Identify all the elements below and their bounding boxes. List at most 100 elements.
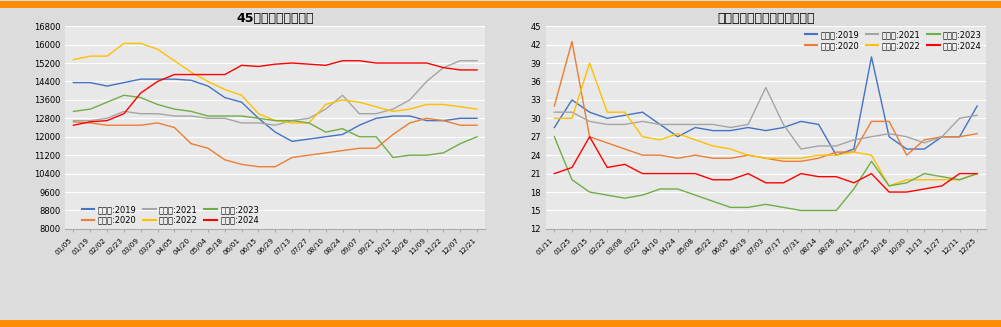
求和须:2022 [202, 79, 214, 83]
求和须:2023 [387, 156, 399, 160]
求和须:2024 [235, 63, 247, 67]
Legend: 求和须:2019, 求和须:2020, 求和须:2021, 求和须:2022, 求和须:2023, 求和须:2024: 求和须:2019, 求和须:2020, 求和须:2021, 求和须:2022, … [805, 30, 982, 50]
求和须:2019 [353, 123, 365, 127]
求和须:2019 [584, 110, 596, 114]
求和须:2023 [185, 110, 197, 113]
Line: 求和须:2021: 求和须:2021 [555, 88, 977, 149]
求和须:2020 [454, 123, 466, 127]
求和须:2024 [471, 68, 483, 72]
求和须:2021 [403, 98, 415, 102]
求和须:2020 [420, 116, 432, 120]
求和须:2023 [202, 114, 214, 118]
求和须:2022 [151, 47, 163, 51]
求和须:2023 [654, 187, 666, 191]
求和须:2020 [387, 132, 399, 136]
求和须:2023 [151, 103, 163, 107]
求和须:2022 [303, 121, 315, 125]
求和须:2021 [269, 123, 281, 127]
求和须:2022 [437, 103, 449, 107]
求和须:2021 [566, 110, 578, 114]
求和须:2019 [454, 116, 466, 120]
求和须:2023 [742, 205, 754, 209]
求和须:2022 [286, 121, 298, 125]
求和须:2022 [954, 178, 966, 182]
求和须:2022 [672, 132, 684, 136]
求和须:2020 [637, 153, 649, 157]
求和须:2020 [690, 153, 702, 157]
求和须:2019 [135, 77, 147, 81]
求和须:2020 [202, 146, 214, 150]
求和须:2023 [690, 193, 702, 197]
Legend: 求和须:2019, 求和须:2020, 求和须:2021, 求和须:2022, 求和须:2023, 求和须:2024: 求和须:2019, 求和须:2020, 求和须:2021, 求和须:2022, … [82, 205, 259, 225]
求和须:2019 [269, 130, 281, 134]
求和须:2019 [319, 135, 331, 139]
求和须:2021 [387, 107, 399, 111]
求和须:2020 [471, 123, 483, 127]
求和须:2024 [303, 62, 315, 66]
求和须:2019 [637, 110, 649, 114]
求和须:2020 [303, 153, 315, 157]
求和须:2024 [135, 91, 147, 95]
求和须:2022 [549, 116, 561, 120]
求和须:2024 [584, 135, 596, 139]
求和须:2022 [760, 156, 772, 160]
求和须:2019 [848, 147, 860, 151]
求和须:2020 [135, 123, 147, 127]
求和须:2023 [67, 110, 79, 113]
求和须:2023 [549, 135, 561, 139]
求和须:2022 [830, 153, 842, 157]
求和须:2024 [707, 178, 719, 182]
求和须:2020 [760, 156, 772, 160]
Line: 求和须:2024: 求和须:2024 [555, 137, 977, 192]
求和须:2019 [101, 84, 113, 88]
求和须:2021 [954, 116, 966, 120]
求和须:2021 [185, 114, 197, 118]
求和须:2021 [118, 110, 130, 113]
求和须:2022 [936, 178, 948, 182]
求和须:2021 [235, 121, 247, 125]
求和须:2021 [707, 123, 719, 127]
求和须:2024 [403, 61, 415, 65]
求和须:2021 [778, 123, 790, 127]
求和须:2023 [584, 190, 596, 194]
Line: 求和须:2019: 求和须:2019 [555, 57, 977, 155]
求和须:2023 [760, 202, 772, 206]
求和须:2024 [619, 163, 631, 166]
求和须:2023 [883, 184, 895, 188]
Line: 求和须:2020: 求和须:2020 [73, 118, 477, 167]
求和须:2023 [319, 130, 331, 134]
求和须:2022 [778, 156, 790, 160]
求和须:2020 [830, 150, 842, 154]
求和须:2019 [219, 95, 231, 99]
求和须:2019 [67, 81, 79, 85]
求和须:2022 [883, 184, 895, 188]
求和须:2023 [637, 193, 649, 197]
求和须:2023 [252, 116, 264, 120]
求和须:2020 [101, 123, 113, 127]
求和须:2021 [471, 59, 483, 63]
求和须:2022 [690, 138, 702, 142]
求和须:2024 [901, 190, 913, 194]
求和须:2023 [454, 142, 466, 146]
求和须:2023 [954, 178, 966, 182]
求和须:2022 [725, 147, 737, 151]
求和须:2023 [420, 153, 432, 157]
求和须:2023 [403, 153, 415, 157]
求和须:2020 [185, 142, 197, 146]
求和须:2024 [84, 120, 96, 124]
求和须:2020 [654, 153, 666, 157]
求和须:2021 [883, 132, 895, 136]
求和须:2023 [901, 181, 913, 185]
求和须:2020 [549, 104, 561, 108]
求和须:2023 [353, 135, 365, 139]
求和须:2022 [654, 138, 666, 142]
求和须:2019 [654, 123, 666, 127]
求和须:2019 [795, 119, 807, 123]
求和须:2019 [742, 126, 754, 129]
求和须:2024 [918, 187, 930, 191]
求和须:2022 [370, 105, 382, 109]
求和须:2024 [654, 172, 666, 176]
求和须:2019 [437, 119, 449, 123]
求和须:2022 [637, 135, 649, 139]
求和须:2022 [269, 119, 281, 123]
